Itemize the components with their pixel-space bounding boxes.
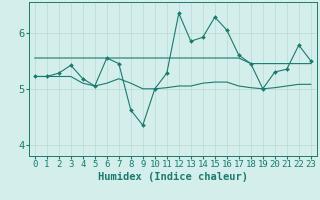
X-axis label: Humidex (Indice chaleur): Humidex (Indice chaleur): [98, 172, 248, 182]
